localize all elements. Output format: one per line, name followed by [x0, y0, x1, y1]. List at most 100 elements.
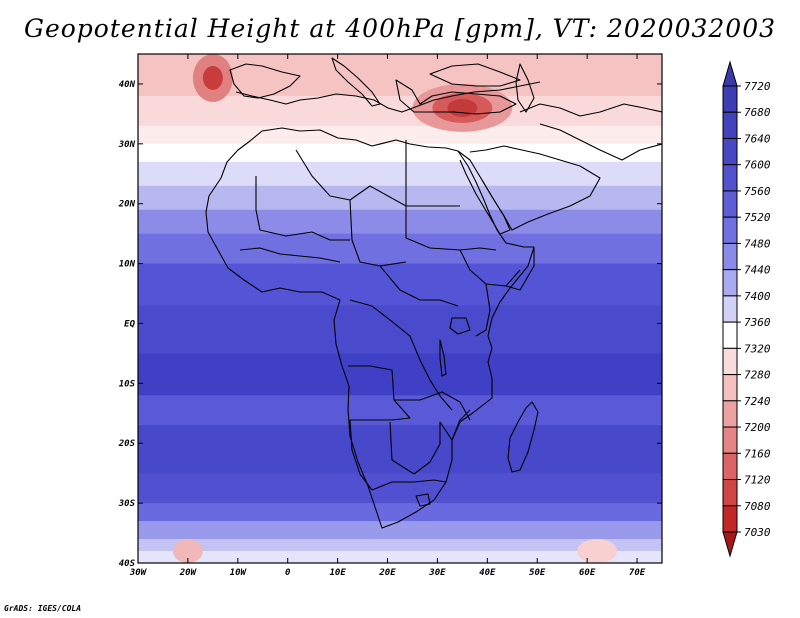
height-band: [138, 473, 662, 505]
colorbar-segment: [722, 164, 738, 192]
niger-nigeria-border: [311, 231, 350, 241]
low-height-centre: [577, 539, 618, 563]
colorbar-level-label: 7440: [744, 264, 771, 277]
colorbar-segment: [722, 479, 738, 507]
colorbar-segment: [722, 452, 738, 481]
lat-tick-label: 30N: [118, 140, 136, 150]
colorbar-level-label: 7720: [744, 80, 771, 93]
caspian-coastline: [515, 63, 535, 113]
height-band: [138, 551, 662, 563]
zambia-border: [394, 391, 471, 421]
colorbar-level-label: 7560: [744, 185, 771, 198]
lat-tick-label: 30S: [118, 499, 136, 509]
colorbar-level-label: 7200: [744, 421, 771, 434]
colorbar-level-label: 7680: [744, 106, 771, 119]
height-band: [138, 209, 662, 235]
iran-border: [519, 103, 662, 117]
congo-border: [379, 265, 459, 307]
lon-tick-label: 10W: [230, 568, 248, 578]
colorbar-level-label: 7280: [744, 369, 771, 382]
colorbar-segment: [722, 216, 738, 244]
lon-tick-label: 0: [285, 568, 291, 578]
colorbar-level-label: 7240: [744, 395, 771, 408]
colorbar-segment: [722, 190, 738, 218]
height-band: [138, 503, 662, 523]
colorbar-segment: [722, 137, 738, 166]
colorbar-level-label: 7480: [744, 237, 771, 250]
height-band: [138, 143, 662, 163]
kenya-border: [475, 283, 491, 337]
low-height-centre: [172, 539, 203, 563]
lon-tick-label: 60E: [579, 568, 596, 578]
height-band: [138, 125, 662, 145]
chad-border: [349, 199, 407, 267]
lat-tick-label: 40N: [119, 80, 136, 90]
lat-tick-label: 10S: [119, 379, 136, 389]
namibia-border: [349, 419, 373, 491]
height-band: [138, 539, 662, 553]
map-title: Geopotential Height at 400hPa [gpm], VT:…: [23, 14, 777, 43]
lake-victoria: [449, 317, 471, 335]
colorbar-level-label: 7320: [744, 342, 771, 355]
colorbar-level-label: 7400: [744, 290, 771, 303]
lat-tick-label: EQ: [124, 319, 135, 329]
colorbar-level-label: 7520: [744, 211, 771, 224]
lon-tick-label: 40E: [479, 568, 496, 578]
colorbar: 7720 7680 7640 7600 7560 7520 7480 7440 7400 7360…: [722, 60, 771, 558]
height-band: [138, 353, 662, 397]
colorbar-level-label: 7600: [744, 159, 771, 172]
colorbar-segment: [722, 347, 738, 376]
height-band: [138, 305, 662, 355]
madagascar-coastline: [507, 401, 539, 473]
lon-tick-label: 20W: [179, 568, 198, 578]
lon-tick-label: 70E: [629, 568, 646, 578]
lesotho-border: [415, 493, 431, 507]
libya-egypt-border: [405, 140, 460, 207]
arabia-coastline: [469, 145, 601, 231]
height-band: [138, 263, 662, 307]
grads-credit: GrADS: IGES/COLA: [4, 604, 82, 613]
lat-tick-label: 20S: [118, 439, 136, 449]
colorbar-min-triangle: [722, 531, 738, 558]
colorbar-segment: [722, 242, 738, 271]
low-height-centre: [202, 65, 223, 90]
map-frame: [137, 53, 663, 564]
colorbar-segment: [722, 426, 738, 454]
colorbar-segment: [722, 295, 738, 323]
height-band: [138, 425, 662, 475]
lon-tick-label: 10E: [329, 568, 346, 578]
colorbar-level-label: 7360: [744, 316, 771, 329]
colorbar-segment: [722, 400, 738, 428]
greece-turkey-coastline: [395, 79, 517, 115]
botswana-border: [389, 421, 441, 475]
iberia-coastline: [229, 63, 301, 99]
height-band: [138, 521, 662, 541]
colorbar-segment: [722, 111, 738, 139]
height-band: [138, 185, 662, 211]
colorbar-level-label: 7080: [744, 500, 771, 513]
angola-border: [348, 365, 411, 421]
colorbar-segment: [722, 374, 738, 402]
lat-tick-label: 40S: [119, 559, 136, 569]
height-field: [138, 54, 662, 563]
sahara-border-west: [255, 176, 313, 237]
colorbar-level-label: 7640: [744, 132, 771, 145]
lon-tick-label: 30E: [428, 568, 446, 578]
red-sea-coastline: [457, 150, 511, 235]
italy-coastline: [331, 57, 381, 107]
height-band: [138, 161, 662, 187]
colorbar-max-triangle: [722, 60, 738, 87]
colorbar-level-label: 7030: [744, 526, 771, 539]
colorbar-segment: [722, 505, 738, 533]
black-sea-coastline: [429, 63, 521, 87]
europe-coastline: [235, 81, 541, 113]
lon-tick-label: 20E: [378, 568, 396, 578]
somalia-border: [505, 248, 535, 291]
south-africa-border: [371, 479, 447, 491]
lon-tick-label: 50E: [529, 568, 546, 578]
africa-coastline: [205, 127, 535, 529]
colorbar-level-label: 7160: [744, 447, 771, 460]
lat-tick-label: 20N: [118, 200, 136, 210]
